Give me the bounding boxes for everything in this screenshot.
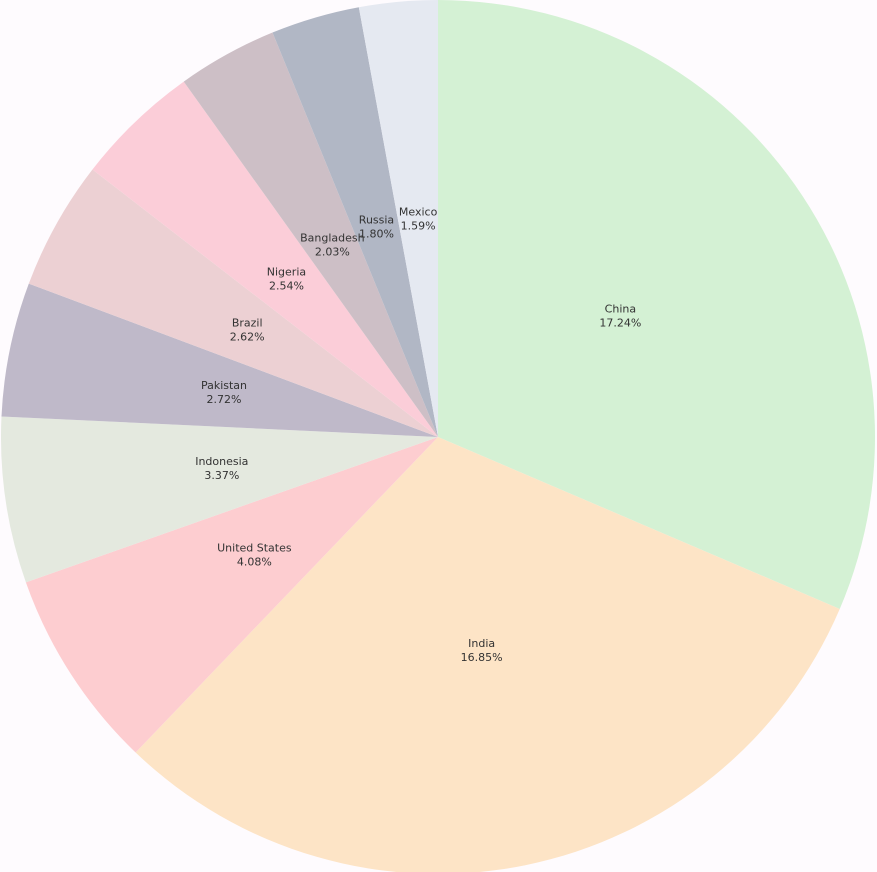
slice-value-label: 16.85%: [461, 651, 503, 664]
slice-value-label: 3.37%: [204, 469, 239, 482]
pie-slice: [358, 0, 438, 437]
slice-value-label: 2.03%: [315, 246, 350, 259]
slice-label: China: [605, 303, 636, 316]
slice-value-label: 2.54%: [269, 280, 304, 293]
pie-slice: [28, 169, 439, 438]
slice-label: Indonesia: [195, 455, 248, 468]
slice-value-label: 4.08%: [237, 555, 272, 568]
slice-label: Mexico: [399, 205, 438, 218]
slice-label: Russia: [359, 213, 394, 226]
slice-value-label: 2.72%: [207, 393, 242, 406]
slice-value-label: 17.24%: [599, 317, 641, 330]
pie-slice: [1, 283, 439, 437]
pie-slice: [25, 437, 439, 753]
slice-label: Nigeria: [267, 266, 306, 279]
slice-label: Pakistan: [201, 379, 247, 392]
slice-label: Brazil: [232, 317, 263, 330]
slice-label: India: [468, 637, 495, 650]
slice-label: Bangladesh: [300, 232, 365, 245]
pie-slice: [135, 437, 840, 872]
pie-slice: [272, 7, 438, 438]
pie-slice: [0, 416, 438, 583]
slice-label: United States: [217, 541, 292, 554]
slice-value-label: 1.80%: [359, 227, 394, 240]
slice-value-label: 2.62%: [230, 331, 265, 344]
pie-slice: [92, 81, 438, 438]
slice-value-label: 1.59%: [401, 219, 436, 232]
pie-slice: [183, 32, 438, 437]
pie-slice: [438, 0, 875, 609]
